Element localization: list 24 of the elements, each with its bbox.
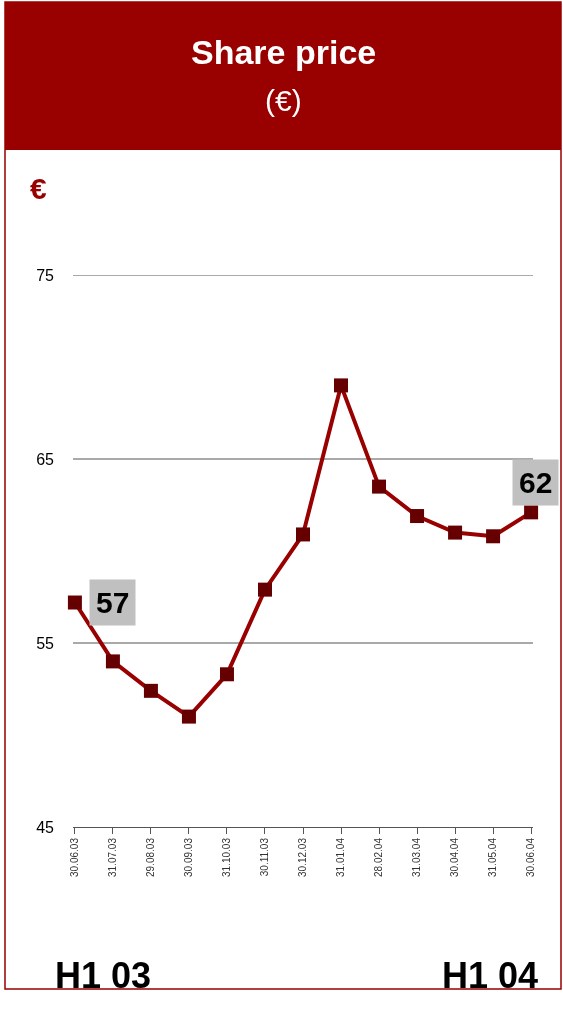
x-tick-label: 30.06.04 <box>525 837 537 877</box>
x-tick-label: 31.10.03 <box>221 837 233 877</box>
x-tick-label: 31.01.04 <box>335 837 347 877</box>
y-tick-label: 45 <box>36 818 55 836</box>
y-tick-label: 55 <box>36 634 55 652</box>
x-tick-label: 29.08.03 <box>145 837 157 877</box>
data-label: 62 <box>519 466 553 499</box>
x-tick-label: 30.04.04 <box>449 837 461 877</box>
chart-subtitle: (€) <box>265 84 302 117</box>
y-tick-label: 65 <box>36 450 55 468</box>
chart-title: Share price <box>191 33 377 71</box>
y-axis-title: € <box>30 172 47 205</box>
text: H1 03 <box>55 955 152 996</box>
data-label: 57 <box>96 586 130 619</box>
y-tick-label: 75 <box>36 266 55 284</box>
x-tick-label: 30.11.03 <box>259 837 271 877</box>
x-tick-label: 30.06.03 <box>69 837 81 877</box>
x-tick-label: 30.09.03 <box>183 837 195 877</box>
x-tick-label: 31.03.04 <box>411 837 423 877</box>
text: H1 04 <box>442 955 539 996</box>
x-tick-label: 31.05.04 <box>487 837 499 877</box>
x-tick-label: 28.02.04 <box>373 837 385 877</box>
x-tick-label: 31.07.03 <box>107 837 119 877</box>
x-tick-label: 30.12.03 <box>297 837 309 877</box>
